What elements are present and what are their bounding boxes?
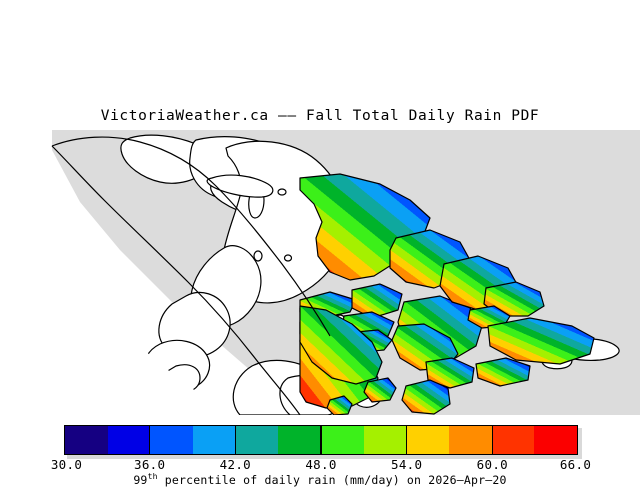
colorbar-label-0: 30.0: [50, 457, 83, 472]
colorbar-segment-2: [150, 426, 194, 454]
colorbar-segment-6: [321, 426, 364, 454]
water-layer: [0, 134, 620, 415]
colorbar-segment-3: [193, 426, 236, 454]
colorbar-segment-9: [449, 426, 492, 454]
colorbar[interactable]: 30.0 36.0 42.0 48.0 54.0 60.0 66.0 99th percen…: [0, 418, 640, 487]
colorbar-segment-5: [278, 426, 322, 454]
colorbar-label-5: 60.0: [476, 457, 508, 472]
colorbar-segment-11: [534, 426, 578, 454]
colorbar-segment-1: [107, 426, 151, 454]
map-panel[interactable]: [0, 130, 640, 415]
colorbar-label-4: 54.0: [391, 457, 423, 472]
coastline-layer: [51, 136, 331, 415]
colorbar-label-1: 36.0: [134, 457, 166, 472]
region-islet-red: [326, 395, 353, 415]
colorbar-segment-8: [406, 426, 450, 454]
colorbar-label-6: 66.0: [559, 457, 592, 472]
region-far-east-island: [487, 317, 595, 365]
colorbar-segment-0: [65, 426, 108, 454]
region-central-chain-1: [351, 283, 403, 319]
page-title: VictoriaWeather.ca —— Fall Total Daily R…: [100, 108, 540, 124]
colorbar-label-3: 48.0: [305, 457, 337, 472]
region-southwest-upper: [299, 305, 383, 385]
region-islet-orange: [363, 377, 397, 403]
data-layer[interactable]: [299, 173, 595, 415]
caption-superscript: th: [147, 472, 158, 481]
colorbar-segment-7: [363, 426, 407, 454]
region-east-island-2: [483, 281, 545, 317]
colorbar-caption: 99th percentile of daily rain (mm/day) o…: [0, 472, 640, 487]
colorbar-gradient[interactable]: [64, 425, 578, 455]
colorbar-label-2: 42.0: [219, 457, 251, 472]
colorbar-segment-4: [235, 426, 279, 454]
region-island-ygreen: [401, 379, 451, 415]
map-svg[interactable]: [0, 130, 640, 415]
region-far-east-lower: [475, 357, 531, 387]
colorbar-segment-10: [491, 426, 535, 454]
colorbar-tick-labels: 30.0 36.0 42.0 48.0 54.0 60.0 66.0: [0, 457, 640, 473]
